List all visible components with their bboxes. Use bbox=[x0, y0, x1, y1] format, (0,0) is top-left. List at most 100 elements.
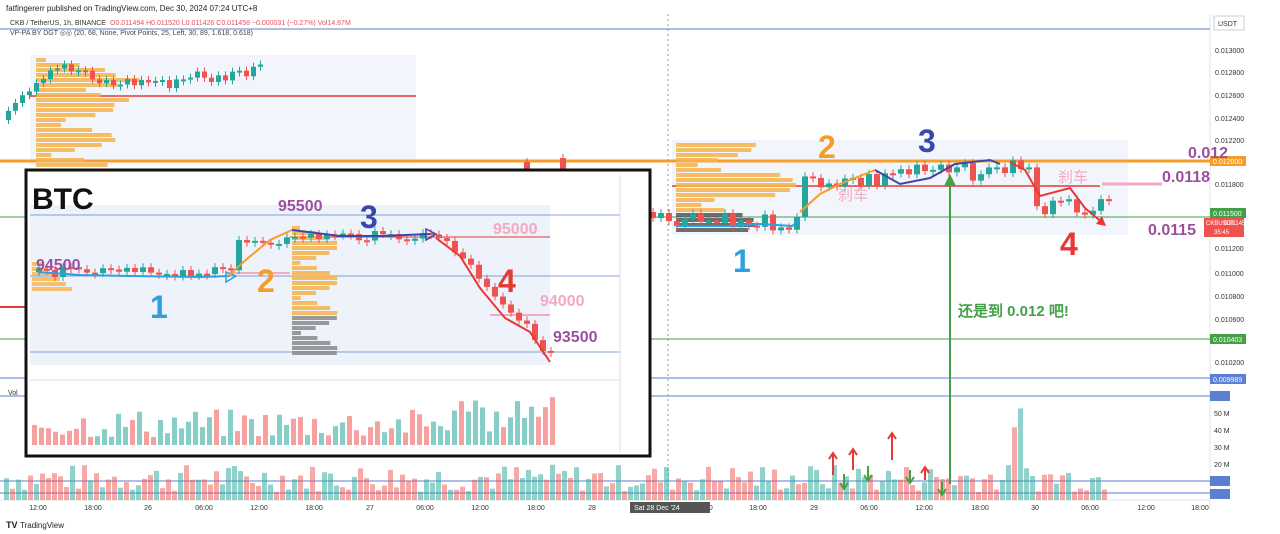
profile-bar bbox=[36, 148, 75, 152]
volume-bar bbox=[982, 479, 987, 500]
candle bbox=[810, 176, 816, 179]
candle bbox=[1098, 199, 1104, 211]
time-tick-label: 06:00 bbox=[195, 505, 213, 512]
btc-candle bbox=[292, 236, 298, 239]
btc-profile-bar bbox=[292, 311, 338, 315]
price-tick-label: 0.010600 bbox=[1215, 317, 1244, 324]
btc-volume-bar bbox=[46, 428, 51, 445]
candle bbox=[55, 68, 60, 71]
brake-label-1: 刹车 bbox=[838, 187, 868, 204]
btc-volume-bar bbox=[466, 411, 471, 445]
brake-label-2: 刹车 bbox=[1058, 169, 1088, 186]
candle bbox=[195, 71, 200, 78]
volume-bar bbox=[406, 480, 411, 500]
volume-bar bbox=[460, 486, 465, 500]
time-tick-label: 12:00 bbox=[471, 505, 489, 512]
btc-profile-bar bbox=[32, 282, 66, 286]
volume-bar bbox=[64, 487, 69, 500]
candle bbox=[698, 213, 704, 222]
candle bbox=[882, 173, 888, 186]
candle bbox=[202, 71, 207, 78]
volume-bar bbox=[1072, 491, 1077, 500]
profile-bar bbox=[36, 123, 62, 127]
candle bbox=[1074, 199, 1080, 213]
btc-volume-bar bbox=[116, 413, 121, 445]
btc-volume-bar bbox=[109, 436, 114, 445]
btc-candle bbox=[148, 267, 154, 273]
btc-candle bbox=[540, 340, 546, 351]
profile-bar bbox=[36, 158, 85, 162]
btc-candle bbox=[100, 268, 106, 274]
btc-candle bbox=[500, 296, 506, 305]
level-label-0115: 0.0115 bbox=[1148, 222, 1196, 239]
volume-bar bbox=[598, 473, 603, 500]
btc-volume-bar bbox=[459, 401, 464, 445]
btc-profile-bar bbox=[292, 256, 317, 260]
volume-bar bbox=[916, 490, 921, 500]
btc-wave-3-head bbox=[425, 227, 438, 242]
volume-bar bbox=[544, 479, 549, 500]
volume-bar bbox=[820, 484, 825, 500]
currency-box[interactable] bbox=[1213, 15, 1245, 31]
btc-profile-bar bbox=[292, 281, 337, 285]
volume-bar bbox=[274, 491, 279, 500]
btc-candle bbox=[284, 237, 290, 244]
badge-0-012-text: 0.012000 bbox=[1213, 159, 1242, 166]
volume-tick-label: 30 M bbox=[1214, 445, 1230, 452]
volume-arrows bbox=[828, 431, 947, 497]
btc-volume-bar bbox=[396, 419, 401, 445]
btc-profile-bar bbox=[292, 321, 330, 325]
candle bbox=[97, 79, 102, 84]
candle bbox=[818, 177, 824, 188]
btc-candle bbox=[436, 234, 442, 239]
volume-bar bbox=[424, 479, 429, 500]
btc-volume-bar bbox=[32, 424, 37, 445]
volume-bar bbox=[130, 489, 135, 500]
btc-volume-bar bbox=[207, 417, 212, 445]
candle bbox=[1042, 206, 1048, 215]
volume-bar bbox=[412, 478, 417, 500]
candle bbox=[1106, 199, 1112, 202]
badge-0-0104 bbox=[1210, 334, 1246, 344]
profile-bar bbox=[676, 188, 790, 192]
profile-bar bbox=[36, 138, 116, 142]
btc-volume-bar bbox=[270, 435, 275, 445]
crosshair-time-badge bbox=[630, 502, 710, 513]
btc-candle bbox=[108, 268, 114, 271]
volume-bar bbox=[868, 474, 873, 500]
candle bbox=[251, 66, 256, 77]
btc-candle bbox=[236, 240, 242, 271]
btc-volume-bar bbox=[88, 436, 93, 445]
badge-last-countdown: 35:45 bbox=[1214, 230, 1230, 236]
btc-volume-bar bbox=[473, 400, 478, 445]
volume-bar bbox=[46, 478, 51, 500]
volume-bar bbox=[322, 472, 327, 500]
btc-profile-bar bbox=[292, 326, 316, 330]
btc-volume-bar bbox=[74, 428, 79, 445]
btc-candle bbox=[324, 234, 330, 239]
btc-profile-bar bbox=[292, 231, 317, 235]
volume-bar bbox=[1060, 475, 1065, 500]
btc-volume-bar bbox=[501, 427, 506, 445]
wave-1-path bbox=[676, 219, 801, 228]
btc-volume-bar bbox=[123, 426, 128, 445]
volume-bar bbox=[514, 467, 519, 500]
volume-bar bbox=[262, 472, 267, 500]
volume-bar bbox=[622, 491, 627, 500]
candle bbox=[258, 64, 263, 67]
profile-bar bbox=[676, 183, 796, 187]
btc-volume-bar bbox=[200, 427, 205, 445]
btc-wave-label-4: 4 bbox=[498, 263, 516, 299]
volume-bar bbox=[964, 475, 969, 500]
price-tick-label: 0.011200 bbox=[1215, 246, 1244, 253]
volume-bar bbox=[520, 478, 525, 500]
btc-profile-bar bbox=[292, 266, 317, 270]
volume-bar bbox=[658, 482, 663, 500]
btc-candle bbox=[156, 272, 162, 275]
volume-bar bbox=[112, 476, 117, 500]
candle bbox=[146, 79, 151, 83]
btc-volume-bar bbox=[235, 431, 240, 445]
volume-bar bbox=[700, 479, 705, 500]
btc-candle bbox=[396, 234, 402, 240]
